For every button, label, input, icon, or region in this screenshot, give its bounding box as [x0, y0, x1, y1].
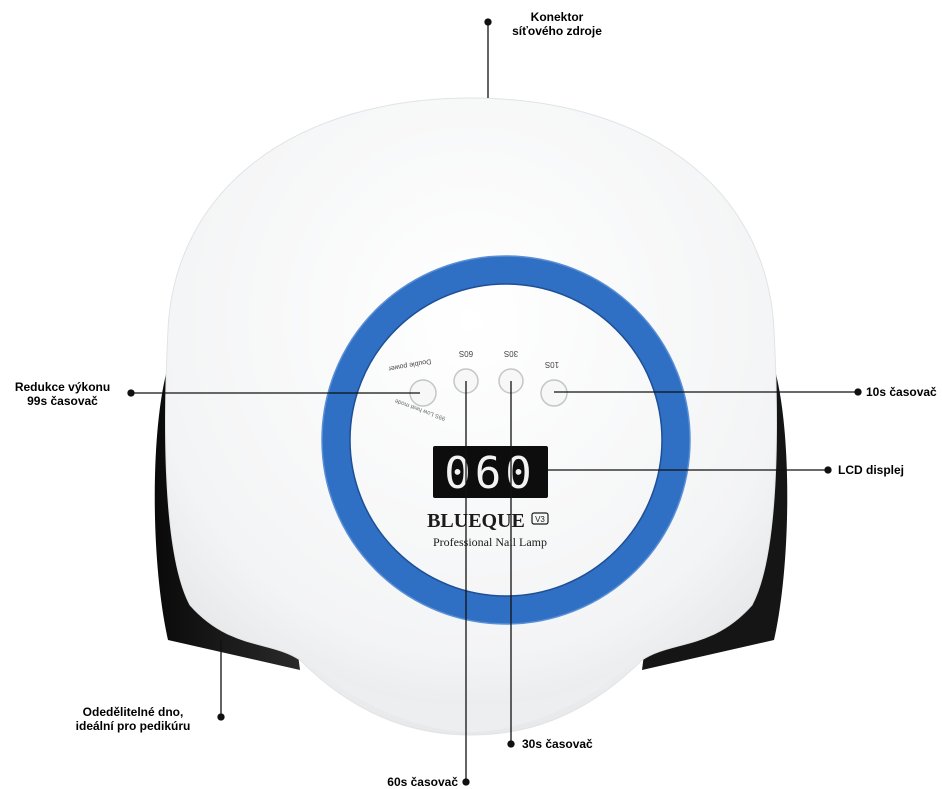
leader-lines	[127, 18, 862, 786]
callout-lcd: LCD displej	[838, 463, 905, 477]
label-30s: 30S	[504, 349, 518, 358]
version-badge	[531, 512, 549, 525]
callout-power-connector-line1: Konektor	[530, 10, 584, 24]
version-badge-label: V3	[535, 515, 545, 524]
lcd-display	[433, 446, 548, 498]
dot-detachable-base	[217, 713, 225, 721]
ring-inner-edge	[349, 283, 663, 597]
callout-60s: 60s časovač	[387, 775, 458, 789]
callout-power-connector-line2: síťového zdroje	[512, 24, 602, 38]
shell-lower-front	[300, 650, 642, 732]
callout-10s: 10s časovač	[866, 385, 937, 399]
callout-detachable-base-line1: Odedělitelné dno,	[82, 705, 184, 719]
callout-detachable-base-line2: ideální pro pedikúru	[75, 719, 191, 733]
ring-outer-edge	[321, 255, 691, 625]
label-10s: 10S	[545, 360, 559, 369]
brand-tagline: Professional Nail Lamp	[433, 535, 547, 549]
dot-60s	[462, 778, 470, 786]
lcd-digits: 060	[444, 448, 535, 499]
label-60s: 60S	[459, 349, 473, 358]
callout-power-reduction: Redukce výkonu 99s časovač	[0, 380, 125, 408]
dot-power-reduction	[127, 389, 135, 397]
blue-ring	[322, 256, 690, 624]
callout-power-reduction-line1: Redukce výkonu	[14, 380, 111, 394]
dot-power-connector	[484, 18, 492, 26]
brand-name: BLUEQUE	[427, 510, 525, 532]
callout-detachable-base: Odedělitelné dno, ideální pro pedikúru	[58, 705, 208, 733]
callout-power-connector: Konektor síťového zdroje	[492, 10, 622, 38]
button-10s[interactable]	[540, 379, 568, 407]
dot-10s	[854, 388, 862, 396]
dot-lcd	[824, 466, 832, 474]
dot-30s	[507, 740, 515, 748]
callout-30s: 30s časovač	[522, 737, 593, 751]
callout-power-reduction-line2: 99s časovač	[27, 394, 98, 408]
